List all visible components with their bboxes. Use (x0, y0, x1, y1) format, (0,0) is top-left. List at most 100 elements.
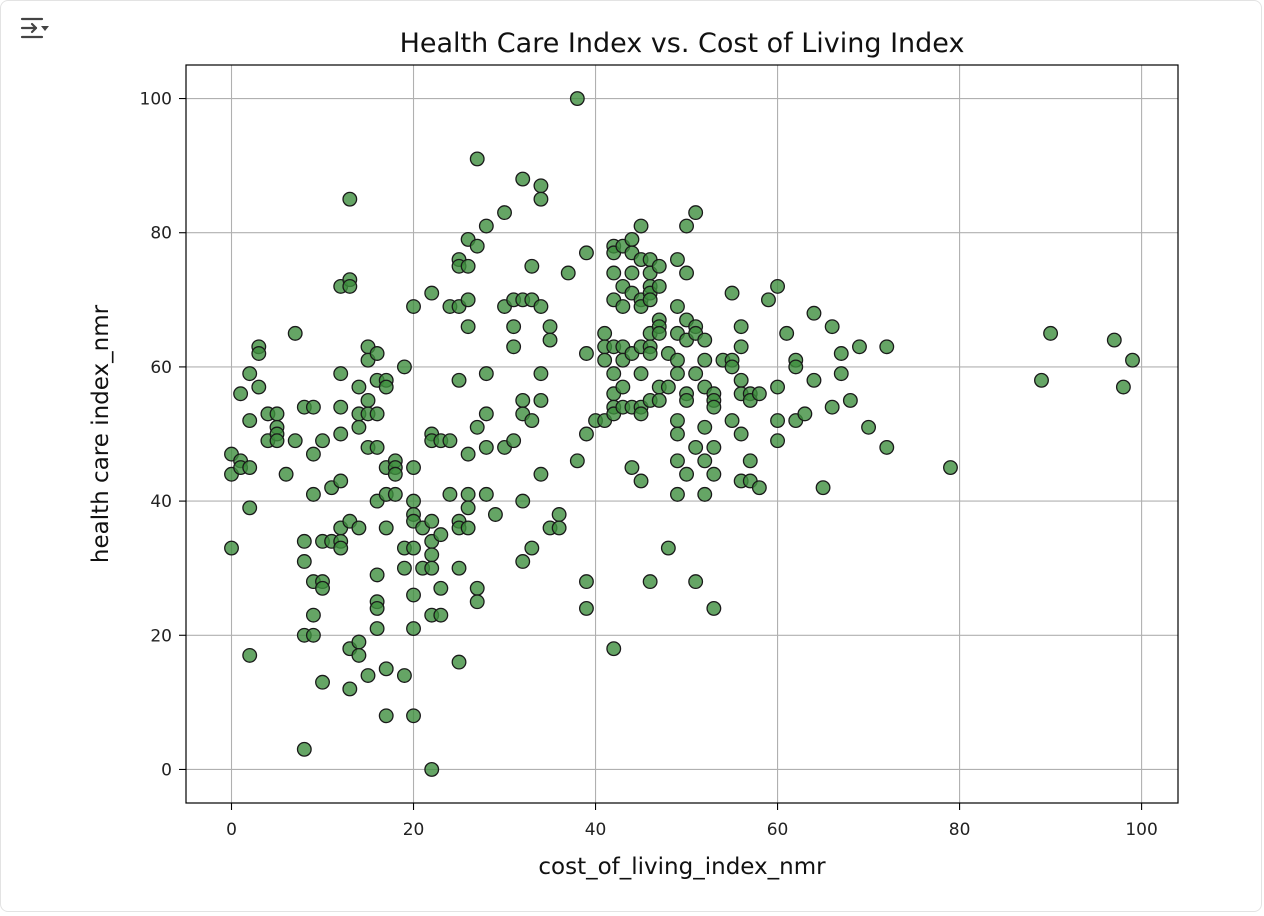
data-point (315, 433, 330, 449)
data-point (642, 292, 658, 308)
data-point (342, 278, 358, 294)
data-point (770, 379, 786, 395)
data-point (697, 486, 713, 502)
plot-area-frame (185, 64, 1179, 804)
data-point (533, 191, 549, 207)
data-point (697, 419, 713, 435)
data-point (606, 641, 622, 657)
chart-title: Health Care Index vs. Cost of Living Ind… (400, 28, 965, 59)
data-point (460, 292, 476, 308)
y-tick-label: 100 (140, 90, 172, 110)
data-point (305, 627, 321, 643)
data-point (569, 453, 585, 469)
data-point (515, 393, 531, 408)
data-point (433, 580, 449, 596)
data-point (342, 681, 358, 697)
data-point (424, 513, 440, 529)
data-point (551, 520, 567, 536)
data-point (669, 366, 685, 382)
data-point (515, 493, 531, 509)
data-point (770, 278, 786, 294)
data-point (669, 413, 685, 429)
data-point (296, 741, 312, 757)
data-point (733, 426, 749, 442)
data-point (1034, 372, 1049, 388)
data-point (242, 366, 258, 382)
data-point (624, 265, 640, 281)
data-point (296, 554, 312, 569)
data-point (651, 278, 667, 294)
data-point (679, 393, 695, 408)
data-point (697, 453, 713, 469)
data-point (697, 352, 713, 368)
data-point (396, 359, 412, 375)
data-point (305, 607, 321, 623)
data-point (669, 453, 685, 469)
data-point (751, 386, 767, 402)
data-point (333, 426, 349, 442)
data-point (478, 486, 494, 502)
data-point (378, 520, 394, 536)
x-tick-label: 0 (226, 820, 237, 840)
data-point (679, 265, 695, 281)
data-point (378, 708, 394, 724)
data-point (651, 393, 667, 408)
data-point (1106, 332, 1122, 348)
data-point (506, 433, 522, 449)
y-tick-label: 0 (161, 760, 172, 780)
data-point (524, 258, 540, 274)
data-point (360, 668, 376, 683)
data-point (724, 413, 740, 429)
data-point (305, 486, 321, 502)
data-point (524, 413, 540, 429)
data-point (724, 285, 740, 301)
x-tick-label: 100 (1125, 820, 1157, 840)
x-tick-label: 80 (949, 820, 971, 840)
data-point (515, 171, 531, 187)
data-point (660, 379, 676, 395)
data-point (624, 460, 640, 475)
data-point (369, 406, 385, 422)
x-tick-label: 40 (585, 820, 607, 840)
data-point (424, 560, 440, 576)
data-point (697, 332, 713, 348)
data-point (533, 393, 549, 408)
data-point (633, 406, 649, 422)
data-point (469, 594, 485, 610)
data-point (533, 178, 549, 194)
data-point (542, 319, 558, 335)
data-point (333, 540, 349, 556)
data-point (460, 500, 476, 516)
data-point (305, 399, 321, 415)
data-point (770, 433, 786, 449)
data-point (378, 661, 394, 677)
data-point (433, 607, 449, 623)
data-point (387, 486, 403, 502)
data-point (615, 299, 631, 314)
data-point (469, 238, 485, 254)
output-toggle-button[interactable] (14, 10, 54, 46)
data-point (451, 654, 467, 670)
data-point (406, 299, 421, 314)
data-point (424, 762, 440, 777)
data-point (569, 91, 585, 106)
data-point (852, 339, 867, 355)
data-point (578, 426, 594, 442)
y-tick-label: 40 (150, 492, 172, 512)
data-point (478, 366, 494, 382)
data-point (315, 580, 330, 596)
data-point (296, 533, 312, 549)
data-point (824, 399, 840, 415)
data-point (469, 151, 485, 167)
data-point (506, 319, 522, 335)
y-axis-label: health care index_nmr (88, 304, 114, 563)
data-point (751, 480, 767, 496)
data-point (269, 433, 285, 449)
data-point (660, 540, 676, 556)
data-point (406, 493, 421, 509)
data-point (533, 366, 549, 382)
data-point (733, 372, 749, 388)
data-point (406, 460, 421, 475)
data-point (651, 325, 667, 341)
data-point (351, 379, 367, 395)
